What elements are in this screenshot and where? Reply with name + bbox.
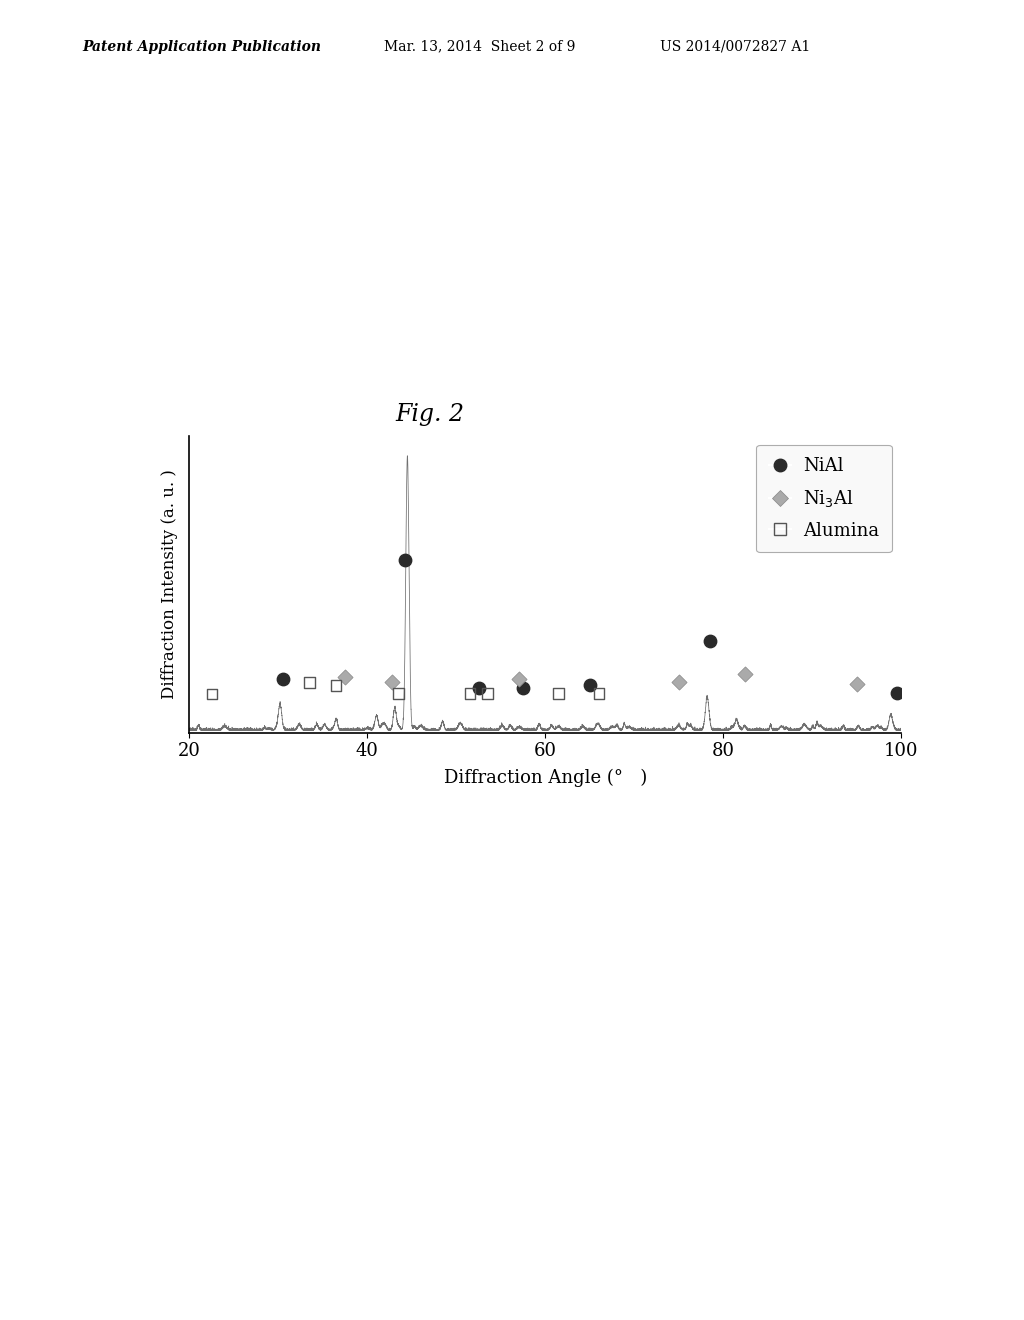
Text: Patent Application Publication: Patent Application Publication bbox=[82, 40, 321, 54]
Point bbox=[396, 549, 413, 570]
Point bbox=[384, 672, 400, 693]
Point bbox=[551, 682, 567, 704]
Legend: NiAl, Ni$_3$Al, Alumina: NiAl, Ni$_3$Al, Alumina bbox=[757, 445, 892, 552]
Point bbox=[462, 682, 478, 704]
Point bbox=[582, 675, 598, 696]
Point bbox=[591, 682, 607, 704]
Point bbox=[479, 682, 496, 704]
Point bbox=[470, 677, 486, 698]
Text: Mar. 13, 2014  Sheet 2 of 9: Mar. 13, 2014 Sheet 2 of 9 bbox=[384, 40, 575, 54]
Point bbox=[737, 663, 754, 684]
Point bbox=[301, 672, 317, 693]
Point bbox=[889, 682, 905, 704]
Point bbox=[510, 669, 526, 690]
X-axis label: Diffraction Angle (°   ): Diffraction Angle (° ) bbox=[443, 768, 647, 787]
Text: US 2014/0072827 A1: US 2014/0072827 A1 bbox=[660, 40, 811, 54]
Point bbox=[515, 677, 531, 698]
Point bbox=[849, 673, 865, 694]
Text: Fig. 2: Fig. 2 bbox=[395, 403, 465, 425]
Point bbox=[671, 672, 687, 693]
Point bbox=[390, 682, 407, 704]
Point bbox=[274, 669, 291, 690]
Point bbox=[337, 667, 353, 688]
Point bbox=[328, 675, 344, 696]
Point bbox=[204, 684, 220, 705]
Y-axis label: Diffraction Intensity (a. u. ): Diffraction Intensity (a. u. ) bbox=[162, 469, 178, 700]
Point bbox=[701, 631, 718, 652]
